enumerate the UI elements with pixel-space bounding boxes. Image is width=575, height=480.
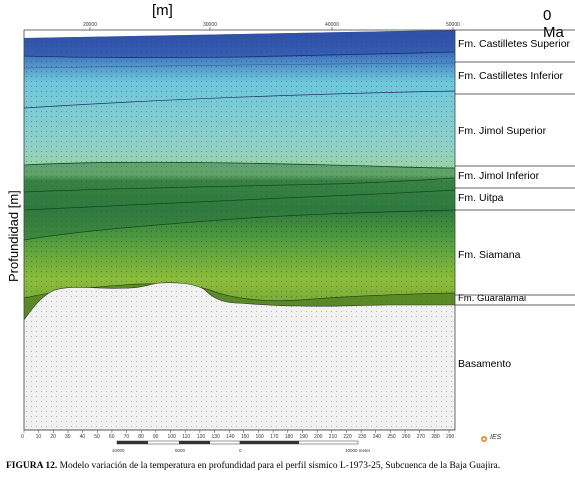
caption-label: FIGURA 12. [6, 461, 58, 471]
top-tick: 30000 [203, 22, 217, 28]
formation-label: Fm. Jimol Superior [458, 125, 547, 137]
bottom-axis-tick-label: 120 [196, 434, 206, 440]
formation-label: Fm. Siamana [458, 249, 521, 261]
bottom-axis-tick-label: 50 [94, 434, 100, 440]
scale-bar-label: 0 [239, 448, 242, 453]
formation-label: Fm. Castilletes Superior [458, 38, 571, 50]
bottom-axis-tick-label: 150 [240, 434, 250, 440]
formation-label: Fm. Guaralamai [458, 293, 527, 304]
scale-bar-label: 10000 meter [345, 448, 371, 453]
formation-label: Fm. Jimol Inferior [458, 170, 540, 182]
figure-caption: FIGURA 12. Modelo variación de la temper… [6, 461, 500, 471]
scale-bar-label: 10000 [112, 448, 125, 453]
bottom-axis-tick-label: 80 [138, 434, 144, 440]
x-unit-label: [m] [152, 2, 173, 19]
age-label: 0 Ma [543, 7, 564, 41]
bottom-axis-tick-label: 60 [108, 434, 115, 440]
bottom-axis-tick-label: 260 [402, 434, 411, 440]
bottom-axis-tick-label: 180 [284, 434, 294, 440]
bottom-axis-tick-label: 20 [50, 434, 56, 440]
bottom-axis-tick-label: 240 [372, 434, 382, 440]
bottom-axis-tick-label: 170 [270, 434, 279, 440]
bottom-axis-tick-label: 250 [387, 434, 396, 440]
ies-logo-icon [481, 436, 487, 442]
caption-text: Modelo variación de la temperatura en pr… [57, 461, 501, 471]
scale-bar-label: 5000 [175, 448, 186, 453]
formation-label: Fm. Uitpa [458, 192, 504, 204]
top-tick: 50000 [446, 22, 460, 28]
bottom-axis-tick-label: 100 [167, 434, 176, 440]
bottom-axis-tick-label: 140 [226, 434, 235, 440]
bottom-axis-tick-label: 280 [431, 434, 440, 440]
bottom-axis-tick-label: 10 [35, 434, 42, 440]
bottom-axis-tick-label: 40 [79, 434, 86, 440]
top-tick: 40000 [325, 22, 339, 28]
top-tick: 20000 [83, 22, 97, 28]
formation-label: Fm. Castilletes Inferior [458, 70, 564, 82]
bottom-axis-tick-label: 270 [416, 434, 426, 440]
formation-label: Basamento [458, 358, 512, 370]
bottom-axis-tick-label: 210 [328, 434, 338, 440]
bottom-axis-tick-label: 0 [21, 434, 24, 440]
bottom-axis-tick-label: 230 [358, 434, 367, 440]
bottom-axis-tick-label: 200 [314, 434, 323, 440]
bottom-axis-tick-label: 220 [343, 434, 352, 440]
scale-bar [116, 440, 359, 445]
bottom-axis-tick-label: 30 [64, 434, 71, 440]
bottom-axis-tick-label: 290 [446, 434, 455, 440]
ies-logo-text: IES [490, 434, 502, 441]
bottom-axis-tick-label: 90 [152, 434, 159, 440]
bottom-axis-tick-label: 110 [182, 434, 191, 440]
bottom-axis-tick-label: 70 [123, 434, 130, 440]
bottom-axis-tick-label: 160 [255, 434, 264, 440]
bottom-axis-tick-label: 190 [299, 434, 308, 440]
bottom-axis-tick-label: 130 [211, 434, 220, 440]
